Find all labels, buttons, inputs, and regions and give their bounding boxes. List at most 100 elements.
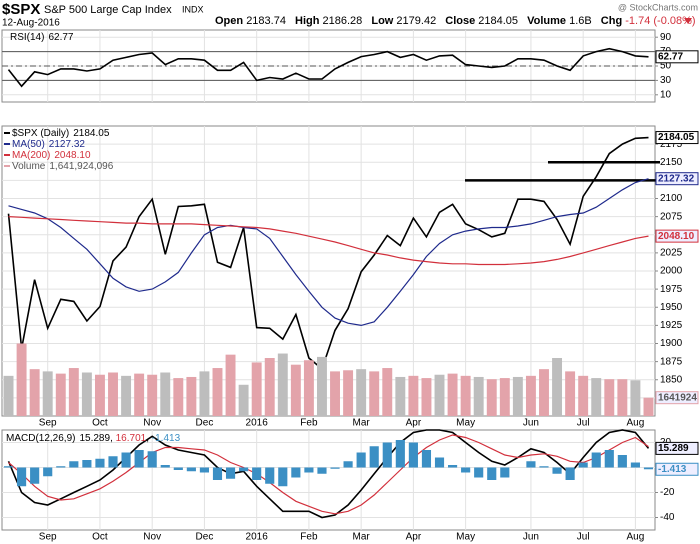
legend-value: 1,641,924,096 xyxy=(49,161,113,172)
histogram-bar xyxy=(69,461,79,468)
x-tick-label: Apr xyxy=(406,532,422,543)
legend-name: MA(50) xyxy=(12,139,45,150)
value-tag-box xyxy=(655,441,699,455)
legend-separator: , xyxy=(110,433,116,444)
ticker: $SPX xyxy=(2,1,40,18)
histogram-bar xyxy=(252,467,262,480)
histogram-bar xyxy=(643,467,654,470)
exchange: INDX xyxy=(182,4,204,14)
legend-value: 2127.32 xyxy=(49,139,86,150)
y-tick-label: 2025 xyxy=(660,248,683,259)
histogram-bar xyxy=(500,467,510,478)
panel-title: RSI(14) xyxy=(10,32,44,43)
legend-value: 2184.05 xyxy=(73,128,110,139)
x-tick-label: 2016 xyxy=(246,418,269,429)
value-tag: 2127.32 xyxy=(658,173,695,184)
histogram-bar xyxy=(317,467,327,474)
histogram-bar xyxy=(121,452,131,468)
histogram-bar xyxy=(526,461,536,468)
volume-bar xyxy=(356,369,367,416)
volume-bar xyxy=(108,372,118,416)
y-tick-label: 1950 xyxy=(660,302,683,313)
histogram-bar xyxy=(239,467,249,472)
y-tick-label: 2175 xyxy=(660,139,683,150)
quote-label: Volume xyxy=(527,15,566,27)
volume-bar xyxy=(16,343,27,416)
volume-bar xyxy=(408,375,419,416)
histogram-bar xyxy=(578,462,588,468)
volume-bar xyxy=(473,376,484,416)
volume-bar xyxy=(212,368,223,416)
quote-label: Open xyxy=(215,15,243,27)
down-arrow xyxy=(684,18,692,24)
volume-bar xyxy=(94,374,105,416)
histogram-bar xyxy=(369,446,379,468)
volume-bar xyxy=(277,353,288,416)
histogram-bar xyxy=(382,442,392,468)
series-line xyxy=(8,178,649,327)
legend: MACD(12,26,9) 15.289, 16.701, -1.413 xyxy=(6,433,181,444)
histogram-bar xyxy=(186,467,196,472)
x-tick-label: Jun xyxy=(523,418,539,429)
volume-bar xyxy=(173,378,184,416)
value-tag: 2048.10 xyxy=(658,231,695,242)
histogram-bar xyxy=(604,450,614,468)
histogram-bar xyxy=(330,467,340,469)
volume-bar xyxy=(147,374,158,416)
volume-bar xyxy=(382,368,393,416)
quote-value: 2183.74 xyxy=(246,15,286,27)
volume-bar xyxy=(290,364,301,416)
histogram-bar xyxy=(474,467,484,478)
y-tick-label: 2150 xyxy=(660,157,683,168)
legend: RSI(14) 62.77 xyxy=(10,32,74,43)
legend-value: 16.701 xyxy=(116,433,147,444)
histogram-bar xyxy=(539,466,549,468)
y-tick-label: 1900 xyxy=(660,338,683,349)
x-tick-label: Sep xyxy=(39,418,57,429)
index-name: S&P 500 Large Cap Index xyxy=(44,4,172,16)
volume-bar xyxy=(160,372,171,416)
legend-value: -1.413 xyxy=(152,433,181,444)
quote-value: 1.6B xyxy=(569,15,592,27)
series-line xyxy=(7,47,649,88)
volume-bar xyxy=(186,376,197,416)
x-tick-label: Jul xyxy=(577,418,590,429)
quote-label: High xyxy=(295,15,320,27)
x-tick-label: May xyxy=(456,418,475,429)
series-line xyxy=(8,216,649,266)
volume-bar xyxy=(525,375,536,416)
volume-bar xyxy=(29,369,40,416)
volume-bar xyxy=(330,371,340,416)
x-tick-label: Jun xyxy=(523,532,539,543)
histogram-bar xyxy=(160,465,170,468)
quote-label: Low xyxy=(371,15,393,27)
x-tick-label: Nov xyxy=(143,532,161,543)
y-tick-label: 1850 xyxy=(660,374,683,385)
volume-bar xyxy=(539,369,549,416)
legend-name: MA(200) xyxy=(12,150,50,161)
histogram-bar xyxy=(108,456,118,468)
histogram-bar xyxy=(434,457,445,468)
histogram-bar xyxy=(212,467,223,480)
quote-value: 2179.42 xyxy=(396,15,436,27)
histogram-bar xyxy=(447,465,458,468)
legend-value: 62.77 xyxy=(48,32,73,43)
legend-separator: , xyxy=(146,433,152,444)
x-tick-label: May xyxy=(456,532,475,543)
histogram-bar xyxy=(278,467,288,487)
series-line xyxy=(7,136,649,371)
volume-bar xyxy=(395,376,406,416)
volume-bar xyxy=(591,378,602,416)
value-tag-box xyxy=(655,172,699,186)
series-line xyxy=(7,429,650,519)
quote-value: 2184.05 xyxy=(478,15,518,27)
volume-bar xyxy=(369,371,380,416)
y-tick-label: 2075 xyxy=(660,211,683,222)
legend: $SPX (Daily) 2184.05 xyxy=(12,128,110,139)
y-tick-label: 10 xyxy=(660,89,672,100)
volume-bar xyxy=(55,373,66,416)
y-tick-label: 1975 xyxy=(660,284,683,295)
histogram-bar xyxy=(199,467,210,473)
quote: Open 2183.74 High 2186.28 Low 2179.42 Cl… xyxy=(215,15,696,27)
